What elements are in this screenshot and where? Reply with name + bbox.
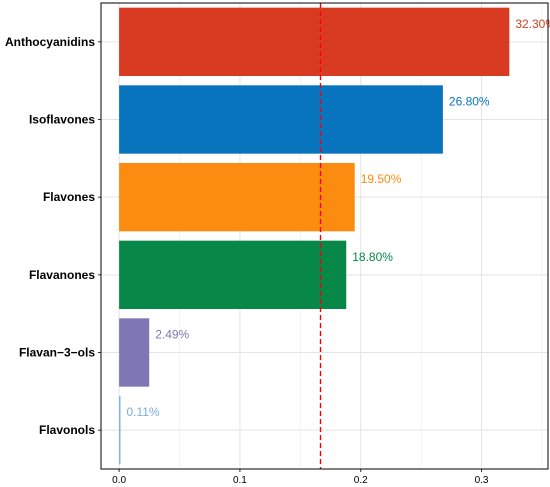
data-label: 2.49% [155,328,189,342]
bar [119,162,355,232]
data-label: 32.30% [515,17,550,31]
bar [119,85,443,154]
x-tick-label: 0.0 [112,475,126,486]
bar [119,395,121,465]
data-label: 26.80% [449,95,490,109]
plot-frame [100,2,549,470]
data-label: 18.80% [352,250,393,264]
category-label: Anthocyanidins [5,35,95,49]
category-label: Flavonols [39,423,95,437]
category-label: Flavan−3−ols [19,346,95,360]
bars-layer [119,7,510,465]
x-tick-label: 0.2 [354,475,368,486]
data-label: 19.50% [361,172,402,186]
data-label: 0.11% [126,405,159,419]
category-label: Flavones [43,190,95,204]
x-tick-label: 0.1 [233,475,247,486]
bar [119,7,510,77]
labels-layer: Anthocyanidins Isoflavones Flavones Flavano… [5,17,550,486]
category-label: Flavanones [29,268,95,282]
bar [119,318,150,387]
category-label: Isoflavones [29,113,95,127]
bar [119,240,347,310]
x-tick-label: 0.3 [475,475,489,486]
